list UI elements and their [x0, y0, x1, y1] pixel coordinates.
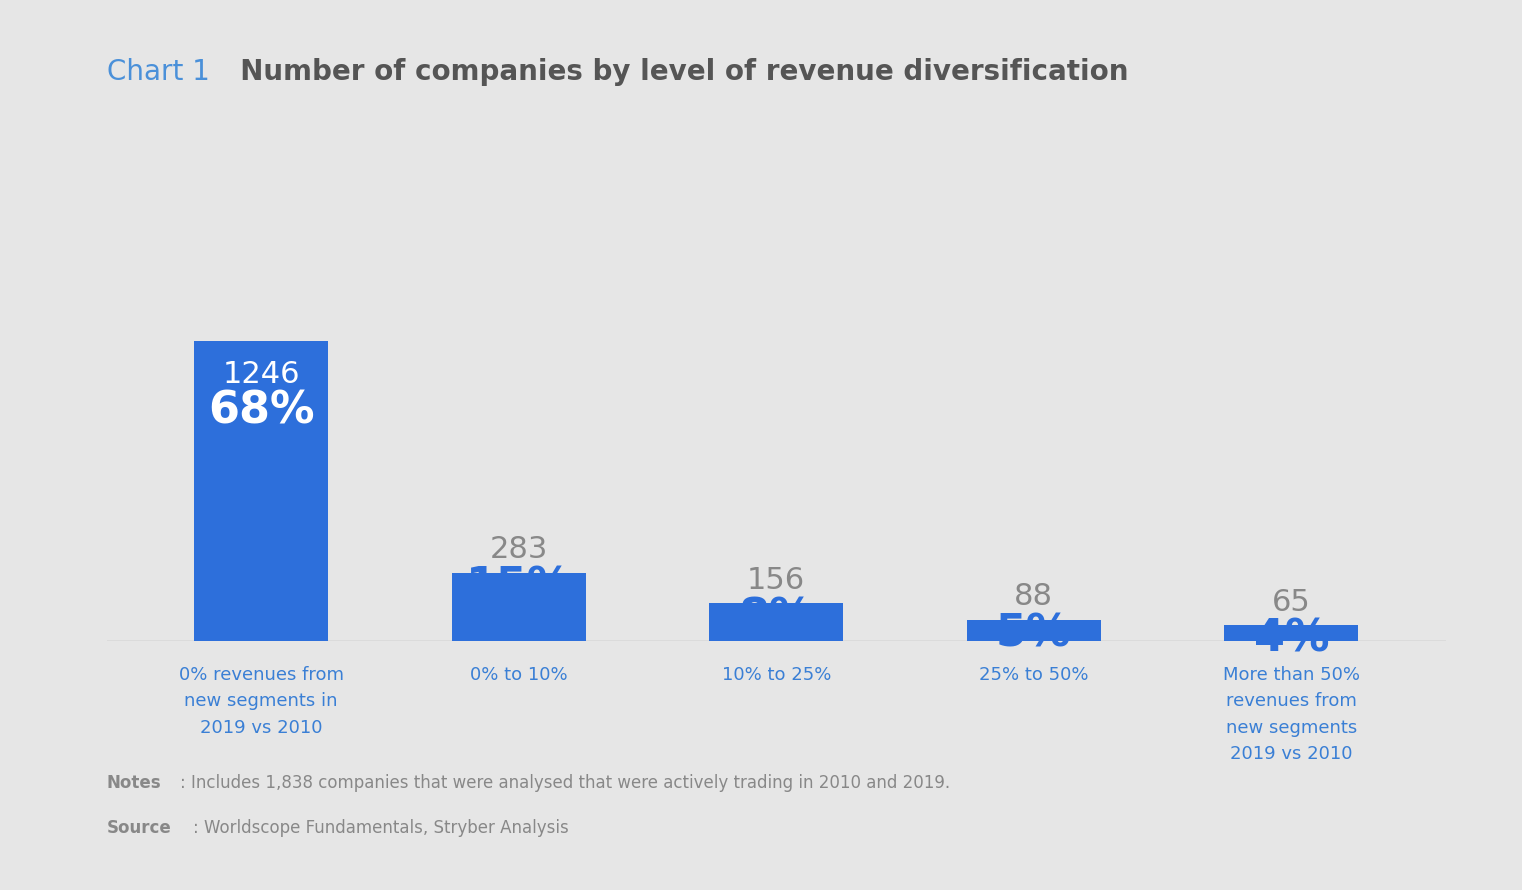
Text: 68%: 68%	[209, 389, 315, 433]
Text: Source: Source	[107, 819, 172, 837]
Text: 283: 283	[490, 535, 548, 564]
Bar	[195, 341, 329, 641]
Text: 5%: 5%	[995, 612, 1071, 655]
Text: : Worldscope Fundamentals, Stryber Analysis: : Worldscope Fundamentals, Stryber Analy…	[193, 819, 569, 837]
Text: : Includes 1,838 companies that were analysed that were actively trading in 2010: : Includes 1,838 companies that were ana…	[180, 774, 950, 792]
Text: Notes: Notes	[107, 774, 161, 792]
Text: 15%: 15%	[466, 565, 572, 609]
Bar	[966, 619, 1100, 641]
Text: 88: 88	[1014, 582, 1053, 611]
Bar	[709, 603, 843, 641]
Text: Chart 1: Chart 1	[107, 58, 210, 85]
Text: 156: 156	[747, 566, 805, 595]
Text: Number of companies by level of revenue diversification: Number of companies by level of revenue …	[221, 58, 1128, 85]
Text: 1246: 1246	[222, 360, 300, 389]
Bar	[1224, 625, 1358, 641]
Text: 4%: 4%	[1254, 618, 1329, 661]
Text: 65: 65	[1272, 587, 1310, 617]
Text: 8%: 8%	[738, 596, 814, 639]
Bar	[452, 573, 586, 641]
